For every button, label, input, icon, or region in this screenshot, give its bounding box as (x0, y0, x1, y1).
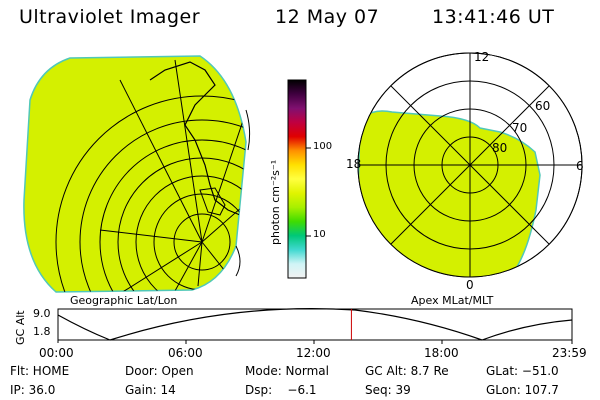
mlat-label-80: 80 (492, 141, 507, 155)
colorbar-label-100: 100 (313, 141, 333, 152)
lon-line (201, 99, 247, 243)
altitude-plot (57, 308, 573, 344)
mlt-label-6: 6 (576, 159, 584, 173)
status-ip: IP: 36.0 (10, 383, 56, 397)
mlt-line (390, 85, 550, 245)
alt-xtick-0600: 06:00 (168, 346, 203, 360)
alt-xtick-0000: 00:00 (39, 346, 74, 360)
status-dsp: Dsp: −6.1 (245, 383, 317, 397)
alt-plot-ylabel: GC Alt (14, 310, 27, 345)
lat-circle (173, 213, 231, 271)
lon-line (174, 59, 203, 243)
lat-circle (79, 119, 247, 292)
status-glon: GLon: 107.7 (486, 383, 559, 397)
mlt-label-18: 18 (346, 157, 361, 171)
lat-circle (99, 139, 247, 292)
colorbar (287, 79, 307, 279)
altitude-curve (57, 308, 573, 341)
mlat-label-70: 70 (512, 121, 527, 135)
lat-circle (55, 95, 247, 292)
colorbar-label-10: 10 (313, 229, 326, 240)
alt-xtick-1200: 12:00 (296, 346, 331, 360)
mlt-label-0: 0 (466, 278, 474, 292)
lat-circle (135, 175, 247, 292)
coastline (149, 61, 241, 216)
status-mode: Mode: Normal (245, 364, 329, 378)
time-label: 13:41:46 UT (432, 6, 555, 28)
status-seq: Seq: 39 (365, 383, 411, 397)
status-door: Door: Open (125, 364, 194, 378)
lon-line (119, 79, 203, 243)
instrument-title: Ultraviolet Imager (19, 6, 201, 28)
alt-xtick-1800: 18:00 (424, 346, 459, 360)
status-flight: Flt: HOME (10, 364, 70, 378)
geographic-image (23, 55, 251, 293)
status-gain: Gain: 14 (125, 383, 176, 397)
lon-line (109, 241, 203, 292)
mlat-label-60: 60 (535, 99, 550, 113)
alt-ytick-9: 9.0 (33, 307, 51, 320)
colorbar-unit: photon cm⁻²s⁻¹ (269, 160, 282, 245)
right-caption: Apex MLat/MLT (411, 294, 494, 307)
date-label: 12 May 07 (275, 6, 380, 28)
mlt-label-12: 12 (474, 50, 489, 64)
lat-circle (235, 245, 241, 277)
lon-line (99, 229, 203, 243)
polar-image (357, 52, 583, 278)
status-gc-alt: GC Alt: 8.7 Re (365, 364, 449, 378)
status-glat: GLat: −51.0 (486, 364, 559, 378)
lon-line (245, 109, 251, 151)
left-caption: Geographic Lat/Lon (70, 294, 177, 307)
alt-ytick-1-8: 1.8 (33, 325, 51, 338)
alt-xtick-2359: 23:59 (552, 346, 587, 360)
right-aurora-oval (358, 110, 541, 277)
coastline (199, 187, 226, 216)
